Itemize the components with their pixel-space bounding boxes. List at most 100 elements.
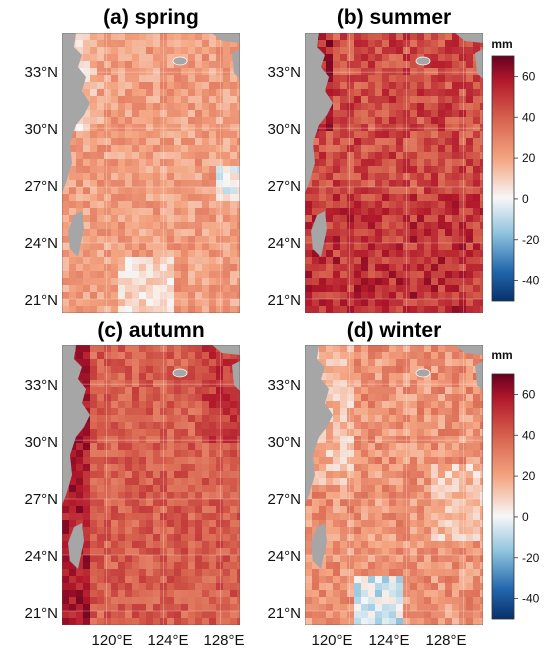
map-cell <box>368 124 376 132</box>
map-cell <box>76 159 84 167</box>
map-cell <box>312 292 320 300</box>
map-cell <box>76 450 84 458</box>
map-cell <box>354 576 362 584</box>
map-cell <box>90 264 98 272</box>
map-cell <box>83 527 91 535</box>
map-cell <box>410 555 418 563</box>
map-cell <box>167 408 175 416</box>
map-cell <box>153 173 161 181</box>
map-cell <box>459 590 467 598</box>
map-cell <box>333 166 341 174</box>
map-cell <box>389 562 397 570</box>
map-cell <box>459 243 467 251</box>
map-cell <box>361 299 369 307</box>
map-cell <box>403 506 411 514</box>
map-cell <box>237 194 240 202</box>
map-cell <box>111 471 119 479</box>
map-cell <box>452 131 460 139</box>
map-cell <box>97 401 105 409</box>
map-cell <box>445 208 453 216</box>
map-cell <box>438 264 446 272</box>
map-cell <box>396 366 404 374</box>
map-cell <box>62 292 70 300</box>
map-cell <box>209 352 217 360</box>
map-cell <box>396 180 404 188</box>
map-cell <box>480 222 483 230</box>
map-cell <box>90 436 98 444</box>
map-cell <box>132 345 140 353</box>
map-cell <box>174 33 182 41</box>
map-cell <box>139 124 147 132</box>
map-cell <box>118 138 126 146</box>
map-cell <box>361 68 369 76</box>
map-cell <box>480 422 483 430</box>
map-cell <box>69 180 77 188</box>
map-cell <box>195 471 203 479</box>
map-cell <box>403 429 411 437</box>
map-cell <box>459 208 467 216</box>
map-cell <box>139 604 147 612</box>
map-cell <box>97 394 105 402</box>
map-cell <box>333 82 341 90</box>
map-cell <box>153 82 161 90</box>
map-cell <box>69 131 77 139</box>
map-cell <box>459 478 467 486</box>
map-cell <box>326 394 334 402</box>
map-cell <box>111 380 119 388</box>
lon-label: 124°E <box>147 632 188 649</box>
map-cell <box>174 47 182 55</box>
map-cell <box>97 138 105 146</box>
colorbar-tick-label: 0 <box>522 192 529 206</box>
map-cell <box>167 520 175 528</box>
map-cell <box>83 576 91 584</box>
map-cell <box>459 61 467 69</box>
map-cell <box>202 117 210 125</box>
map-cell <box>216 520 224 528</box>
map-cell <box>424 611 432 619</box>
map-cell <box>340 345 348 353</box>
map-cell <box>403 499 411 507</box>
map-cell <box>195 215 203 223</box>
map-cell <box>216 394 224 402</box>
map-cell <box>202 597 210 605</box>
map-cell <box>125 229 133 237</box>
map-cell <box>132 229 140 237</box>
map-cell <box>76 471 84 479</box>
map-cell <box>389 110 397 118</box>
map-cell <box>452 257 460 265</box>
map-cell <box>202 478 210 486</box>
map-cell <box>326 194 334 202</box>
map-cell <box>111 257 119 265</box>
map-cell <box>410 299 418 307</box>
map-cell <box>111 40 119 48</box>
map-cell <box>438 131 446 139</box>
map-cell <box>431 285 439 293</box>
map-cell <box>202 429 210 437</box>
map-cell <box>195 103 203 111</box>
map-cell <box>375 33 383 41</box>
map-cell <box>167 464 175 472</box>
map-cell <box>118 89 126 97</box>
map-cell <box>111 33 119 41</box>
map-cell <box>445 450 453 458</box>
map-cell <box>466 173 474 181</box>
map-cell <box>410 604 418 612</box>
map-cell <box>347 229 355 237</box>
map-cell <box>445 243 453 251</box>
kyushu-land <box>475 49 483 79</box>
map-cell <box>459 534 467 542</box>
map-cell <box>396 569 404 577</box>
map-cell <box>312 285 320 293</box>
map-cell <box>319 520 327 528</box>
map-cell <box>111 264 119 272</box>
map-cell <box>375 215 383 223</box>
map-cell <box>125 152 133 160</box>
map-cell <box>305 180 313 188</box>
map-cell <box>209 534 217 542</box>
map-cell <box>319 471 327 479</box>
map-cell <box>188 520 196 528</box>
lat-label: 33°N <box>24 64 58 81</box>
map-cell <box>403 394 411 402</box>
map-cell <box>473 194 481 202</box>
map-cell <box>396 292 404 300</box>
